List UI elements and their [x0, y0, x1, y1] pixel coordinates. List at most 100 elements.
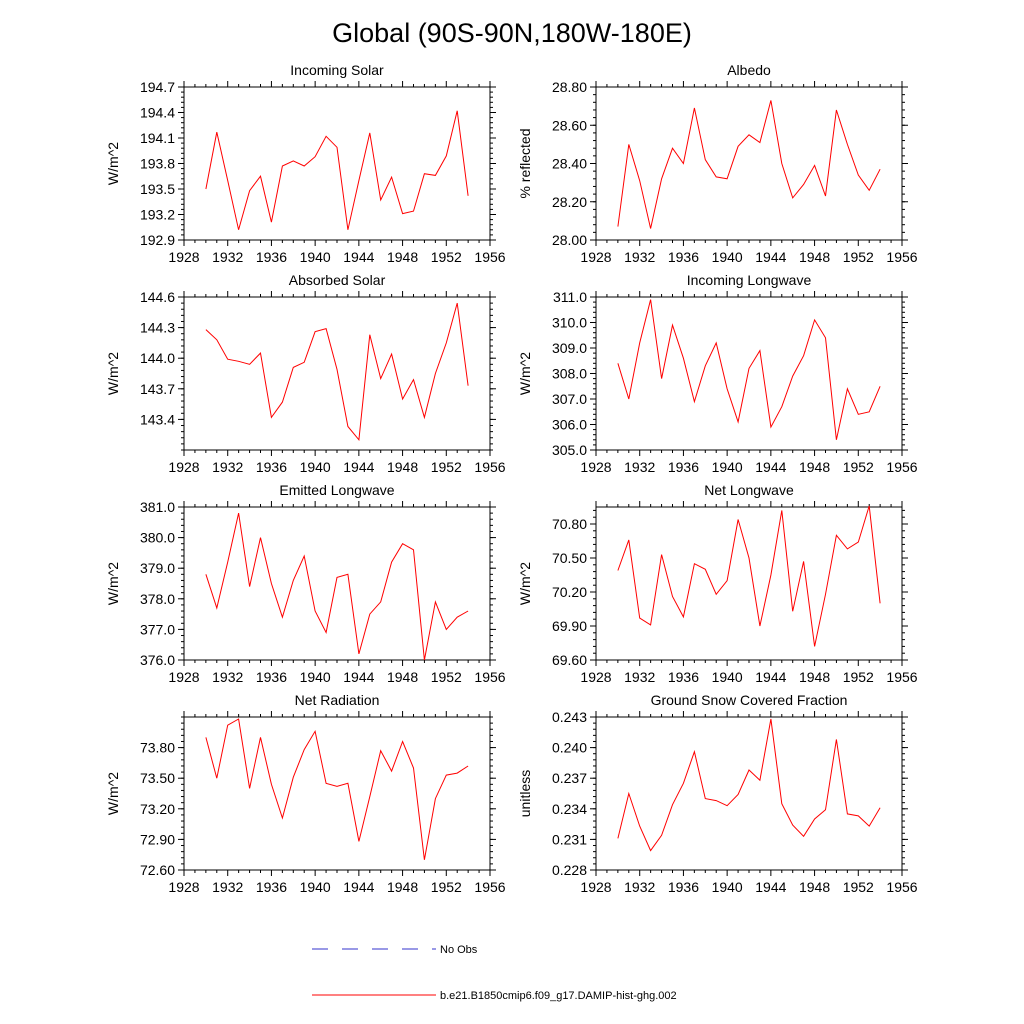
y-tick-label: 28.60 [552, 117, 587, 133]
y-tick-label: 144.0 [140, 350, 175, 366]
y-tick-label: 380.0 [140, 530, 175, 546]
plot-frame [183, 296, 491, 451]
x-tick-label: 1944 [755, 249, 786, 265]
y-tick-label: 376.0 [140, 652, 175, 668]
x-tick-label: 1936 [256, 249, 287, 265]
y-tick-label: 28.40 [552, 156, 587, 172]
panel-title: Emitted Longwave [279, 482, 394, 498]
x-tick-label: 1944 [343, 879, 374, 895]
y-tick-label: 70.20 [552, 584, 587, 600]
x-tick-label: 1948 [799, 669, 830, 685]
chart-panel: 1928 1932 1936 1940 1944 1948 1952 1956 28.00 28.… [517, 62, 918, 265]
y-tick-label: 69.90 [552, 618, 587, 634]
y-tick-label: 0.243 [552, 709, 587, 725]
y-tick-label: 194.4 [140, 105, 175, 121]
x-tick-label: 1944 [755, 459, 786, 475]
x-tick-label: 1932 [212, 249, 243, 265]
y-tick-label: 381.0 [140, 499, 175, 515]
chart-panel: 1928 1932 1936 1940 1944 1948 1952 1956 376.0 377… [105, 482, 506, 685]
y-tick-label: 193.8 [140, 156, 175, 172]
x-tick-label: 1952 [431, 249, 462, 265]
x-tick-label: 1944 [343, 249, 374, 265]
x-tick-label: 1948 [387, 879, 418, 895]
y-tick-label: 305.0 [552, 442, 587, 458]
series-line [617, 299, 881, 440]
x-tick-label: 1928 [168, 879, 199, 895]
x-tick-label: 1952 [431, 879, 462, 895]
x-tick-label: 1936 [668, 879, 699, 895]
y-tick-label: 193.5 [140, 181, 175, 197]
y-tick-label: 192.9 [140, 232, 175, 248]
series-line [205, 110, 469, 230]
chart-panel: 1928 1932 1936 1940 1944 1948 1952 1956 192.9 193… [105, 62, 506, 265]
legend-obs-label: No Obs [440, 944, 478, 956]
x-tick-label: 1936 [256, 669, 287, 685]
chart-panel: 1928 1932 1936 1940 1944 1948 1952 1956 143.4 143… [105, 272, 506, 475]
y-tick-label: 379.0 [140, 560, 175, 576]
y-tick-label: 308.0 [552, 366, 587, 382]
legend-model-label: b.e21.B1850cmip6.f09_g17.DAMIP-hist-ghg.… [440, 990, 677, 1002]
x-tick-label: 1936 [668, 459, 699, 475]
y-tick-label: 73.50 [140, 770, 175, 786]
y-tick-label: 311.0 [553, 289, 587, 305]
plot-frame [183, 86, 491, 241]
y-axis-label: W/m^2 [105, 772, 121, 815]
y-tick-label: 0.237 [552, 770, 587, 786]
y-tick-label: 0.240 [552, 740, 587, 756]
x-tick-label: 1932 [212, 669, 243, 685]
x-tick-label: 1928 [580, 459, 611, 475]
x-tick-label: 1948 [387, 459, 418, 475]
y-axis-label: W/m^2 [105, 142, 121, 185]
plot-frame [595, 296, 903, 451]
x-tick-label: 1932 [624, 879, 655, 895]
y-tick-label: 378.0 [140, 591, 175, 607]
x-tick-label: 1940 [712, 669, 743, 685]
y-tick-label: 144.6 [140, 289, 175, 305]
x-tick-label: 1952 [843, 459, 874, 475]
x-tick-label: 1940 [712, 249, 743, 265]
x-tick-label: 1940 [300, 879, 331, 895]
panels: 1928 1932 1936 1940 1944 1948 1952 1956 192.9 193… [105, 62, 918, 895]
x-tick-label: 1944 [343, 669, 374, 685]
y-tick-label: 28.80 [552, 79, 587, 95]
chart-panel: 1928 1932 1936 1940 1944 1948 1952 1956 305.0 306… [517, 272, 918, 475]
y-tick-label: 307.0 [552, 391, 587, 407]
x-tick-label: 1952 [431, 459, 462, 475]
chart-panel: 1928 1932 1936 1940 1944 1948 1952 1956 69.60 69.… [517, 482, 918, 685]
x-tick-label: 1932 [212, 459, 243, 475]
y-tick-label: 194.1 [140, 130, 175, 146]
y-axis-label: W/m^2 [517, 562, 533, 605]
y-tick-label: 310.0 [552, 315, 587, 331]
y-axis-label: unitless [517, 770, 533, 817]
y-tick-label: 377.0 [140, 621, 175, 637]
x-tick-label: 1928 [580, 669, 611, 685]
series-line [205, 718, 469, 860]
x-tick-label: 1956 [886, 249, 917, 265]
series-line [205, 302, 469, 442]
x-tick-label: 1948 [387, 249, 418, 265]
series-line [617, 718, 881, 852]
y-axis-label: % reflected [517, 128, 533, 198]
x-tick-label: 1932 [212, 879, 243, 895]
x-tick-label: 1952 [431, 669, 462, 685]
y-tick-label: 70.80 [552, 516, 587, 532]
x-tick-label: 1932 [624, 669, 655, 685]
series-line [205, 512, 469, 661]
plot-frame [183, 506, 491, 661]
panel-title: Net Longwave [704, 482, 794, 498]
y-tick-label: 72.60 [140, 862, 175, 878]
y-tick-label: 144.3 [140, 320, 175, 336]
series-line [617, 505, 881, 647]
y-tick-label: 0.234 [552, 801, 587, 817]
x-tick-label: 1940 [712, 459, 743, 475]
y-tick-label: 72.90 [140, 831, 175, 847]
x-tick-label: 1944 [343, 459, 374, 475]
x-tick-label: 1932 [624, 249, 655, 265]
y-axis-label: W/m^2 [105, 562, 121, 605]
x-tick-label: 1932 [624, 459, 655, 475]
x-tick-label: 1948 [799, 879, 830, 895]
x-tick-label: 1936 [256, 879, 287, 895]
x-tick-label: 1944 [755, 669, 786, 685]
y-axis-label: W/m^2 [517, 352, 533, 395]
